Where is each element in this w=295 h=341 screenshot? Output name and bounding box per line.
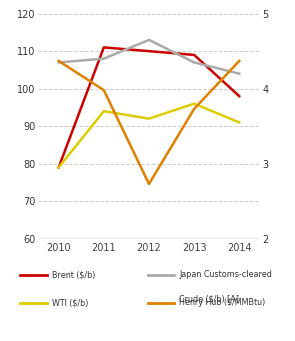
Text: Crude ($/b) [A]: Crude ($/b) [A] xyxy=(179,294,239,303)
Text: Henry Hub ($/MMBtu): Henry Hub ($/MMBtu) xyxy=(179,298,266,307)
Text: WTI ($/b): WTI ($/b) xyxy=(52,298,88,307)
Text: Brent ($/b): Brent ($/b) xyxy=(52,270,95,280)
Text: Japan Customs-cleared: Japan Customs-cleared xyxy=(179,270,272,280)
